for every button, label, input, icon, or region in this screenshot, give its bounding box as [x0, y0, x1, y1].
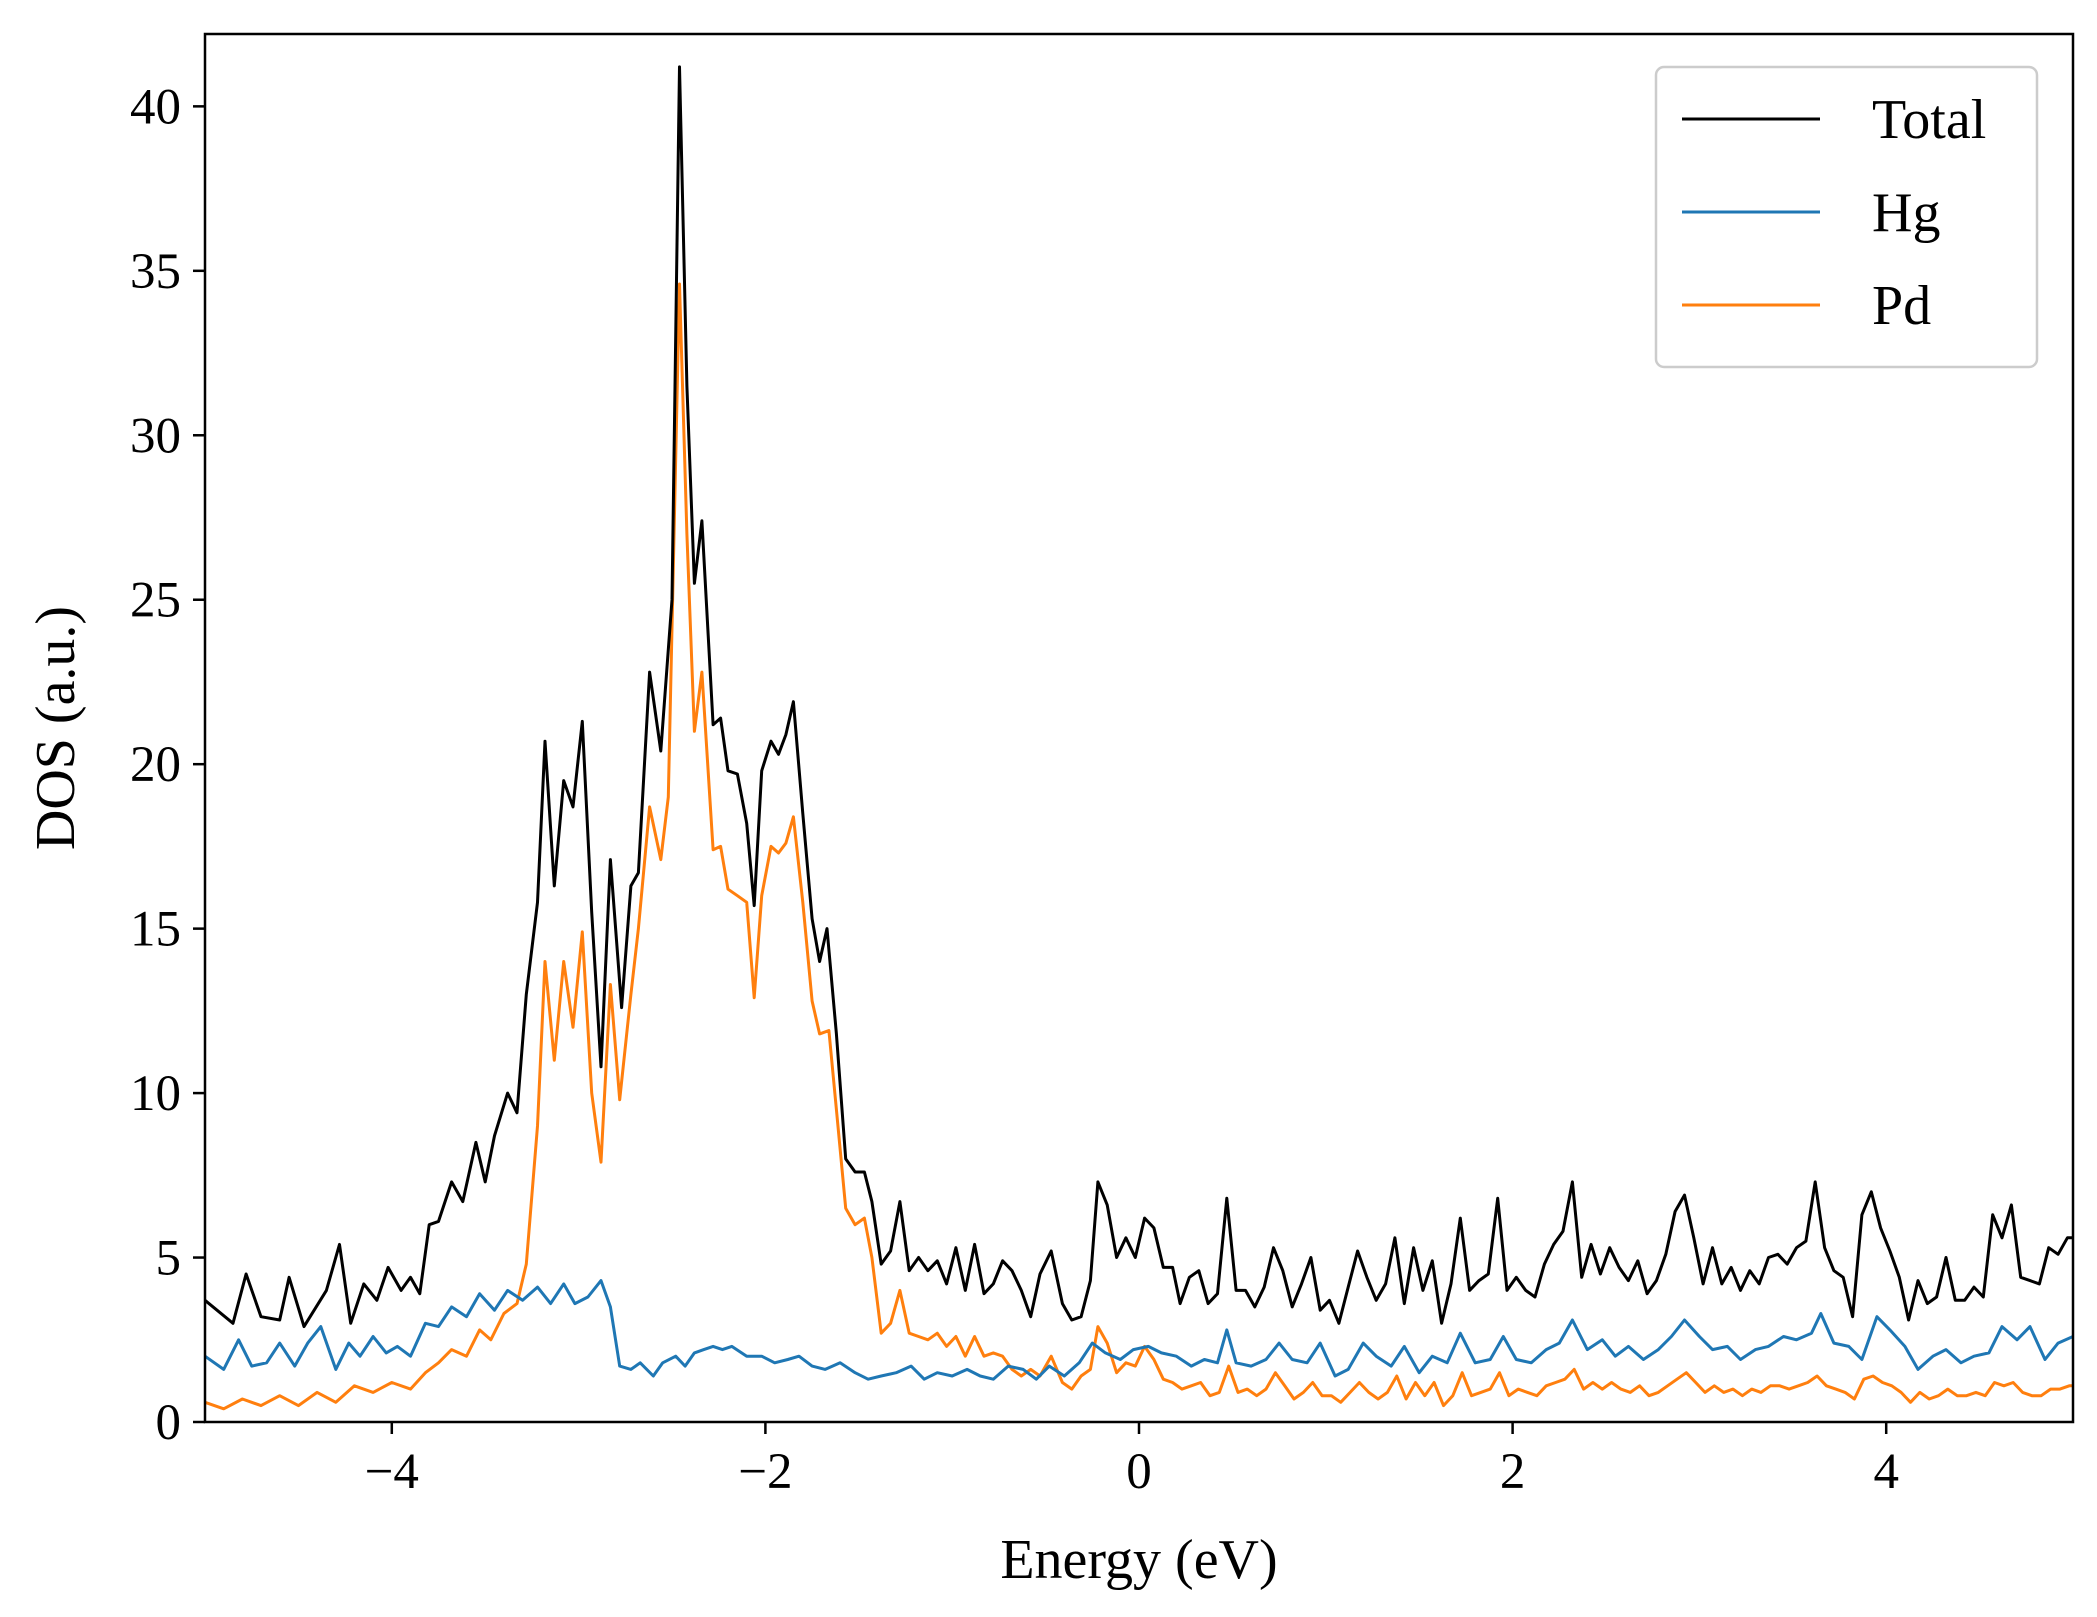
- x-tick-label: 2: [1500, 1444, 1526, 1500]
- x-tick-label: −2: [738, 1444, 792, 1500]
- series-layer: [204, 65, 2074, 1411]
- y-tick-label: 15: [130, 902, 181, 958]
- y-tick-label: 35: [130, 244, 181, 300]
- x-tick-label: 4: [1873, 1444, 1899, 1500]
- series-line-pd: [204, 282, 2073, 1411]
- legend-box: [1654, 65, 2039, 369]
- y-axis-label: DOS (a.u.): [25, 606, 87, 850]
- y-tick-label: 0: [156, 1395, 182, 1451]
- legend-label-total: Total: [1872, 89, 1986, 151]
- x-axis-label: Energy (eV): [1000, 1529, 1277, 1591]
- series-line-hg: [204, 1279, 2074, 1381]
- legend-label-hg: Hg: [1872, 182, 1940, 244]
- y-tick-label: 30: [130, 408, 181, 464]
- legend: Total Hg Pd: [1654, 65, 2039, 369]
- y-tick-label: 25: [130, 573, 181, 629]
- y-tick-label: 20: [130, 737, 181, 793]
- y-tick-label: 5: [156, 1231, 182, 1287]
- x-tick-label: 0: [1126, 1444, 1152, 1500]
- y-tick-label: 10: [130, 1066, 181, 1122]
- y-tick-label: 40: [130, 79, 181, 135]
- legend-label-pd: Pd: [1872, 275, 1931, 337]
- series-line-total: [204, 65, 2073, 1329]
- x-tick-label: −4: [365, 1444, 419, 1500]
